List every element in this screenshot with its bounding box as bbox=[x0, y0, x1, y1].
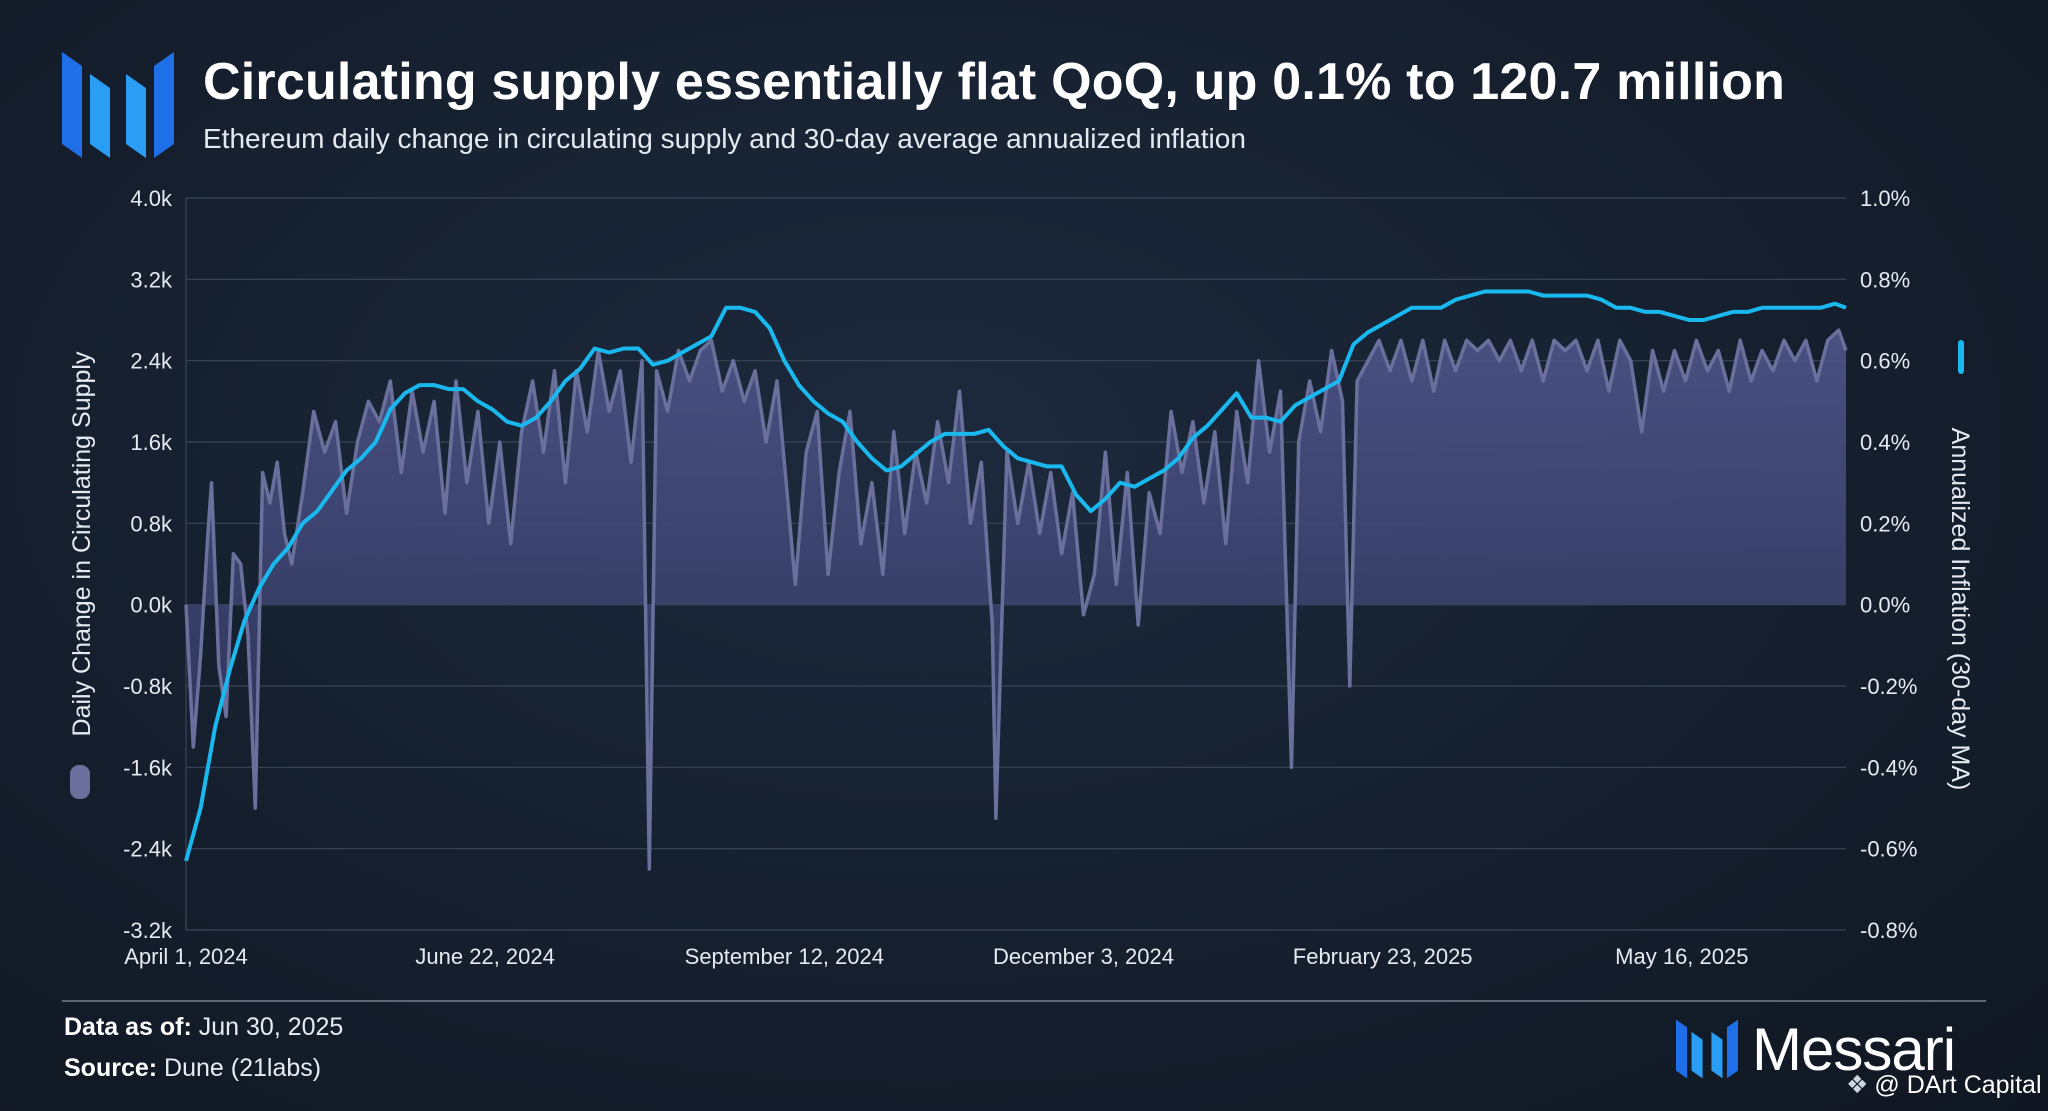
inflation-line bbox=[184, 289, 1847, 862]
chart-subtitle: Ethereum daily change in circulating sup… bbox=[203, 123, 1246, 154]
supply-area bbox=[186, 330, 1846, 869]
left-tick-label: -1.6k bbox=[123, 755, 173, 780]
left-tick-label: -3.2k bbox=[123, 918, 173, 943]
diamond-icon: ❖ bbox=[1846, 1071, 1869, 1099]
left-tick-label: 1.6k bbox=[130, 430, 173, 455]
left-axis-label: Daily Change in Circulating Supply bbox=[68, 351, 96, 736]
messari-brand-logo-icon bbox=[1676, 1019, 1738, 1079]
right-tick-label: 0.2% bbox=[1860, 511, 1910, 536]
right-tick-label: 0.0% bbox=[1860, 593, 1910, 618]
right-axis-legend-swatch bbox=[1958, 340, 1964, 374]
left-tick-label: 3.2k bbox=[130, 267, 173, 292]
footer-divider bbox=[62, 1000, 1986, 1002]
x-tick-label: September 12, 2024 bbox=[685, 944, 884, 969]
brand-lockup: Messari bbox=[1676, 1016, 1956, 1083]
supply-area-outline bbox=[184, 328, 1848, 871]
left-tick-label: 0.0k bbox=[130, 593, 173, 618]
right-tick-label: 1.0% bbox=[1860, 186, 1910, 211]
left-tick-label: 2.4k bbox=[130, 349, 173, 374]
brand-name: Messari bbox=[1752, 1015, 1956, 1083]
chart: 4.0k 3.2k 2.4k 1.6k 0.8k 0.0k -0.8k -1.6k -2.4k -… bbox=[68, 186, 1974, 969]
left-tick-label: -0.8k bbox=[123, 674, 173, 699]
x-tick-label: May 16, 2025 bbox=[1615, 944, 1748, 969]
right-tick-label: -0.6% bbox=[1860, 837, 1917, 862]
right-tick-label: -0.4% bbox=[1860, 755, 1917, 780]
source: Source: Dune (21labs) bbox=[64, 1054, 321, 1083]
x-tick-label: April 1, 2024 bbox=[124, 944, 248, 969]
right-tick-label: -0.8% bbox=[1860, 918, 1917, 943]
left-tick-label: 0.8k bbox=[130, 511, 173, 536]
data-as-of-label: Data as of: bbox=[64, 1013, 192, 1041]
left-axis-legend-swatch bbox=[70, 765, 90, 799]
watermark: ❖ @ DArt Capital bbox=[1846, 1070, 2042, 1100]
right-tick-label: 0.8% bbox=[1860, 267, 1910, 292]
chart-title: Circulating supply essentially flat QoQ,… bbox=[203, 53, 1786, 111]
left-tick-label: 4.0k bbox=[130, 186, 173, 211]
right-tick-label: -0.2% bbox=[1860, 674, 1917, 699]
source-label: Source: bbox=[64, 1054, 158, 1082]
messari-logo-icon bbox=[62, 52, 174, 158]
x-tick-label: December 3, 2024 bbox=[993, 944, 1174, 969]
data-as-of-value: Jun 30, 2025 bbox=[198, 1013, 344, 1041]
watermark-text: @ DArt Capital bbox=[1874, 1071, 2042, 1099]
right-axis-label: Annualized Inflation (30-day MA) bbox=[1946, 428, 1974, 791]
data-as-of: Data as of: Jun 30, 2025 bbox=[64, 1013, 343, 1042]
right-tick-label: 0.6% bbox=[1860, 349, 1910, 374]
source-value: Dune (21labs) bbox=[164, 1054, 322, 1082]
x-tick-label: February 23, 2025 bbox=[1293, 944, 1473, 969]
right-tick-label: 0.4% bbox=[1860, 430, 1910, 455]
x-tick-label: June 22, 2024 bbox=[415, 944, 554, 969]
left-tick-label: -2.4k bbox=[123, 837, 173, 862]
